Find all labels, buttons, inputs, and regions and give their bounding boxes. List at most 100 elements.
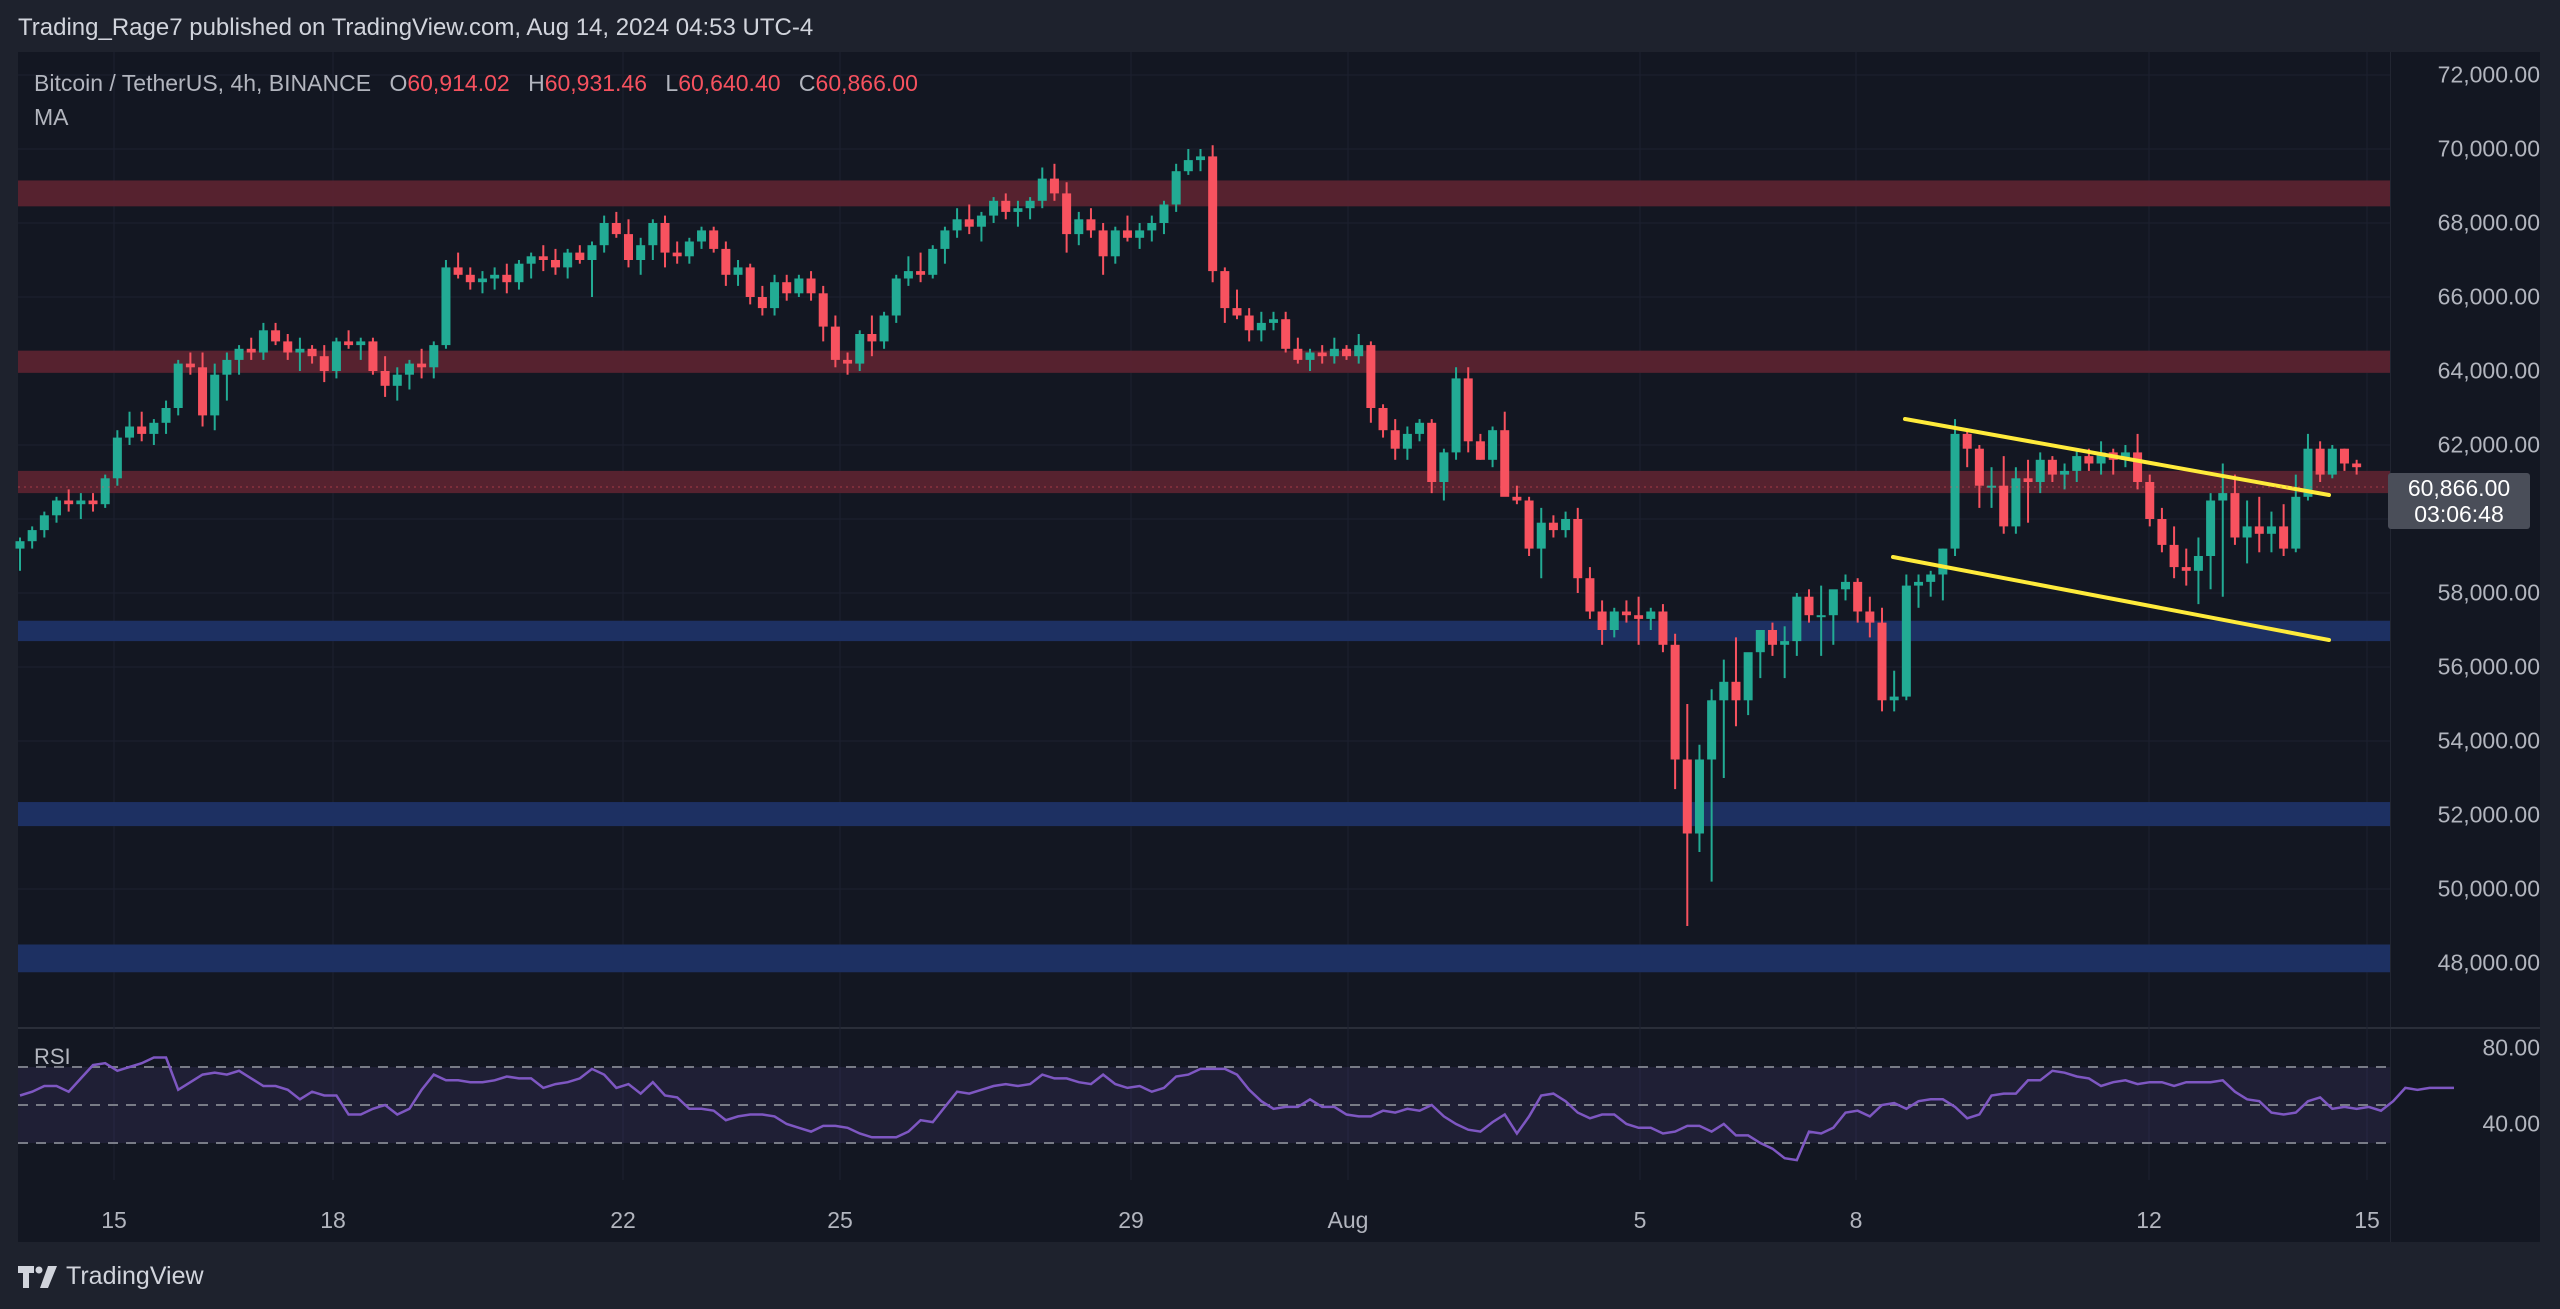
candle-body [76,500,86,505]
candle-body [1378,408,1388,431]
candle-body [307,348,317,357]
tradingview-logo-icon [18,1265,57,1288]
candle-body [1122,230,1132,238]
last-price-tag: 60,866.00 03:06:48 [2388,473,2530,529]
candle-body [477,278,487,283]
candle-body [1293,348,1303,360]
price-axis-label: 66,000.00 [2437,283,2540,310]
candle-body [502,274,512,283]
candle-body [891,278,901,316]
candle-body [380,371,390,386]
candle-body [1901,585,1911,697]
candle-body [1512,496,1522,501]
candle-body [1342,348,1352,357]
candle-body [149,422,159,434]
candle-body [368,341,378,371]
chart-frame[interactable] [18,52,2540,1242]
candle-body [1244,315,1254,331]
candle-body [2035,459,2045,482]
candle-body [1828,589,1838,616]
candle-body [125,426,135,438]
candle-body [2315,448,2325,475]
rsi-axis-40: 40.00 [2482,1110,2540,1137]
candle-body [1366,345,1376,408]
candle-body [100,478,110,505]
tradingview-logo[interactable]: TradingView [18,1262,204,1291]
candle-body [1938,548,1948,575]
candle-body [246,348,256,353]
candle-body [1889,696,1899,701]
candle-body [1804,596,1814,616]
candle-body [1074,219,1084,235]
candle-body [624,234,633,260]
candle-body [295,348,305,353]
candle-body [1780,641,1790,645]
ma-indicator-label[interactable]: MA [34,104,69,130]
candle-body [2169,544,2179,568]
candle-body [575,252,585,260]
candle-body [27,530,37,542]
candle-body [1305,352,1315,360]
candle-body [940,230,950,249]
candle-body [1877,622,1887,701]
candle-body [1926,574,1936,582]
price-axis-label: 68,000.00 [2437,209,2540,236]
candle-body [2352,463,2362,468]
candle-body [550,260,560,268]
candle-body [538,256,548,260]
candle-body [684,241,694,257]
high-value: 60,931.46 [544,70,648,96]
price-axis-label: 52,000.00 [2437,801,2540,828]
candle-body [392,374,402,386]
price-axis-label: 54,000.00 [2437,727,2540,754]
candle-body [1853,581,1863,612]
candle-body [1475,441,1485,460]
candle-body [1037,178,1047,201]
candle-body [1646,611,1656,619]
candle-body [1950,433,1960,549]
candle-body [1390,430,1400,449]
candle-body [2327,448,2337,475]
support-zone [18,620,2390,642]
candle-body [1573,519,1583,579]
candle-body [2072,456,2082,471]
symbol-title[interactable]: Bitcoin / TetherUS, 4h, BINANCE [34,70,372,96]
resistance-zone [18,470,2390,494]
candle-body [1719,681,1729,701]
open-value: 60,914.02 [407,70,510,96]
pane-separator[interactable] [18,1027,2540,1029]
candle-body [1354,345,1364,357]
candle-body [1451,378,1461,453]
candle-body [928,248,938,275]
candle-body [1220,271,1230,309]
candle-body [1974,448,1984,486]
rsi-label[interactable]: RSI [34,1044,71,1069]
candle-body [1329,348,1339,357]
candle-body [1999,485,2009,527]
candle-body [1488,430,1498,460]
candle-body [1694,759,1704,834]
candle-body [1256,322,1266,331]
price-axis-divider [2390,52,2391,1242]
candle-body [88,500,98,505]
candle-body [137,426,147,434]
candle-body [1609,611,1619,630]
candle-body [1183,160,1193,172]
candle-body [830,326,840,360]
candle-body [1415,422,1425,434]
candle-body [1269,319,1279,323]
candle-body [599,223,609,246]
price-axis-label: 58,000.00 [2437,579,2540,606]
candle-body [1634,615,1644,619]
candle-body [441,267,451,346]
candle-body [1208,156,1218,272]
candle-body [1987,485,1997,488]
candle-body [283,341,293,353]
candle-body [2133,452,2143,482]
time-axis-label: 12 [2136,1207,2162,1233]
channel-lower-trendline [1891,555,2331,642]
candle-body [1049,178,1059,194]
candle-body [490,274,500,279]
high-key: H [528,70,545,96]
